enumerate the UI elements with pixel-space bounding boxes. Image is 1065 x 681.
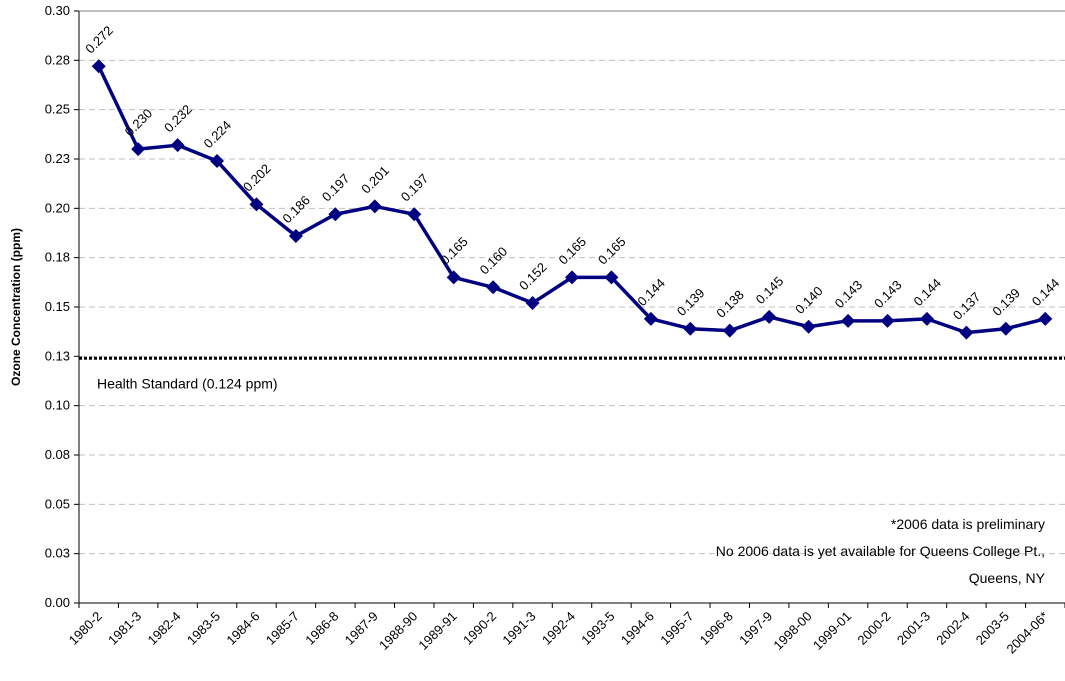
x-tick-label: 2002-4 <box>933 609 972 648</box>
data-label: 0.272 <box>82 23 116 57</box>
data-label: 0.144 <box>634 275 668 309</box>
data-point <box>880 313 895 328</box>
health-standard-label: Health Standard (0.124 ppm) <box>97 375 278 391</box>
y-tick-label: 0.25 <box>45 102 70 117</box>
x-tick-label: 1992-4 <box>539 609 578 648</box>
x-tick-label: 2001-3 <box>894 609 933 648</box>
x-tick-label: 1991-3 <box>499 609 538 648</box>
data-label: 0.165 <box>556 234 590 268</box>
x-tick-label: 1999-01 <box>810 609 854 653</box>
data-point <box>722 323 737 338</box>
data-label: 0.165 <box>437 234 471 268</box>
x-tick-label: 1994-6 <box>618 609 657 648</box>
data-label: 0.144 <box>910 275 944 309</box>
data-label: 0.139 <box>674 285 708 319</box>
y-tick-label: 0.30 <box>45 3 70 18</box>
data-point <box>446 270 461 285</box>
data-point <box>328 207 343 222</box>
footnote: *2006 data is preliminary <box>891 516 1045 532</box>
data-point <box>367 199 382 214</box>
y-tick-label: 0.10 <box>45 398 70 413</box>
y-tick-label: 0.03 <box>45 546 70 561</box>
data-point <box>210 153 225 168</box>
data-line <box>97 65 1046 335</box>
data-point <box>801 319 816 334</box>
data-label: 0.138 <box>713 287 747 321</box>
footnote: No 2006 data is yet available for Queens… <box>716 543 1045 559</box>
x-tick-label: 2004-06* <box>1003 609 1051 657</box>
y-tick-label: 0.20 <box>45 200 70 215</box>
data-label: 0.145 <box>753 273 787 307</box>
x-tick-label: 1990-2 <box>460 609 499 648</box>
x-tick-label: 1988-90 <box>376 609 420 653</box>
data-point <box>407 207 422 222</box>
data-point <box>486 280 501 295</box>
data-point <box>683 321 698 336</box>
x-tick-label: 2000-2 <box>854 609 893 648</box>
x-tick-label: 1995-7 <box>657 609 696 648</box>
data-point <box>170 138 185 153</box>
data-point <box>762 309 777 324</box>
x-tick-label: 1984-6 <box>223 609 262 648</box>
data-point <box>525 296 540 311</box>
data-label: 0.197 <box>398 171 432 205</box>
y-tick-label: 0.28 <box>45 52 70 67</box>
data-point <box>959 325 974 340</box>
x-tick-label: 1998-00 <box>770 609 814 653</box>
x-tick-label: 1980-2 <box>66 609 105 648</box>
y-tick-label: 0.13 <box>45 348 70 363</box>
data-point <box>565 270 579 285</box>
footnote: Queens, NY <box>969 570 1046 586</box>
x-tick-label: 1993-5 <box>578 609 617 648</box>
data-point <box>604 270 619 285</box>
data-label: 0.139 <box>989 285 1023 319</box>
data-point <box>131 142 146 157</box>
data-label: 0.160 <box>477 244 511 278</box>
x-tick-label: 1996-8 <box>697 609 736 648</box>
y-tick-label: 0.05 <box>45 496 70 511</box>
data-label: 0.143 <box>832 277 866 311</box>
y-tick-label: 0.08 <box>45 447 70 462</box>
data-point <box>919 311 934 326</box>
data-label: 0.143 <box>871 277 905 311</box>
x-tick-label: 1989-91 <box>415 609 459 653</box>
data-point <box>643 311 658 326</box>
data-point <box>841 313 856 328</box>
data-label: 0.137 <box>950 289 984 323</box>
x-tick-label: 1985-7 <box>263 609 302 648</box>
y-tick-label: 0.00 <box>45 595 70 610</box>
data-label: 0.230 <box>122 106 156 140</box>
x-tick-label: 1983-5 <box>184 609 223 648</box>
y-tick-label: 0.23 <box>45 151 70 166</box>
data-label: 0.232 <box>161 102 195 136</box>
y-axis-title: Ozone Concentration (ppm) <box>9 228 23 386</box>
data-point <box>1038 311 1053 326</box>
data-label: 0.201 <box>358 163 392 197</box>
data-label: 0.224 <box>201 117 235 151</box>
x-tick-label: 1982-4 <box>144 609 183 648</box>
data-label: 0.202 <box>240 161 274 195</box>
y-tick-label: 0.15 <box>45 299 70 314</box>
data-point <box>91 59 106 74</box>
data-label: 0.165 <box>595 234 629 268</box>
data-label: 0.152 <box>516 260 550 294</box>
data-point <box>288 228 303 243</box>
x-tick-label: 1986-8 <box>302 609 341 648</box>
data-label: 0.197 <box>319 171 353 205</box>
y-tick-label: 0.18 <box>45 250 70 265</box>
data-label: 0.186 <box>279 192 313 226</box>
data-label: 0.140 <box>792 283 826 317</box>
data-point <box>249 197 264 212</box>
x-tick-label: 1981-3 <box>105 609 144 648</box>
data-label: 0.144 <box>1029 275 1063 309</box>
data-point <box>998 321 1013 336</box>
